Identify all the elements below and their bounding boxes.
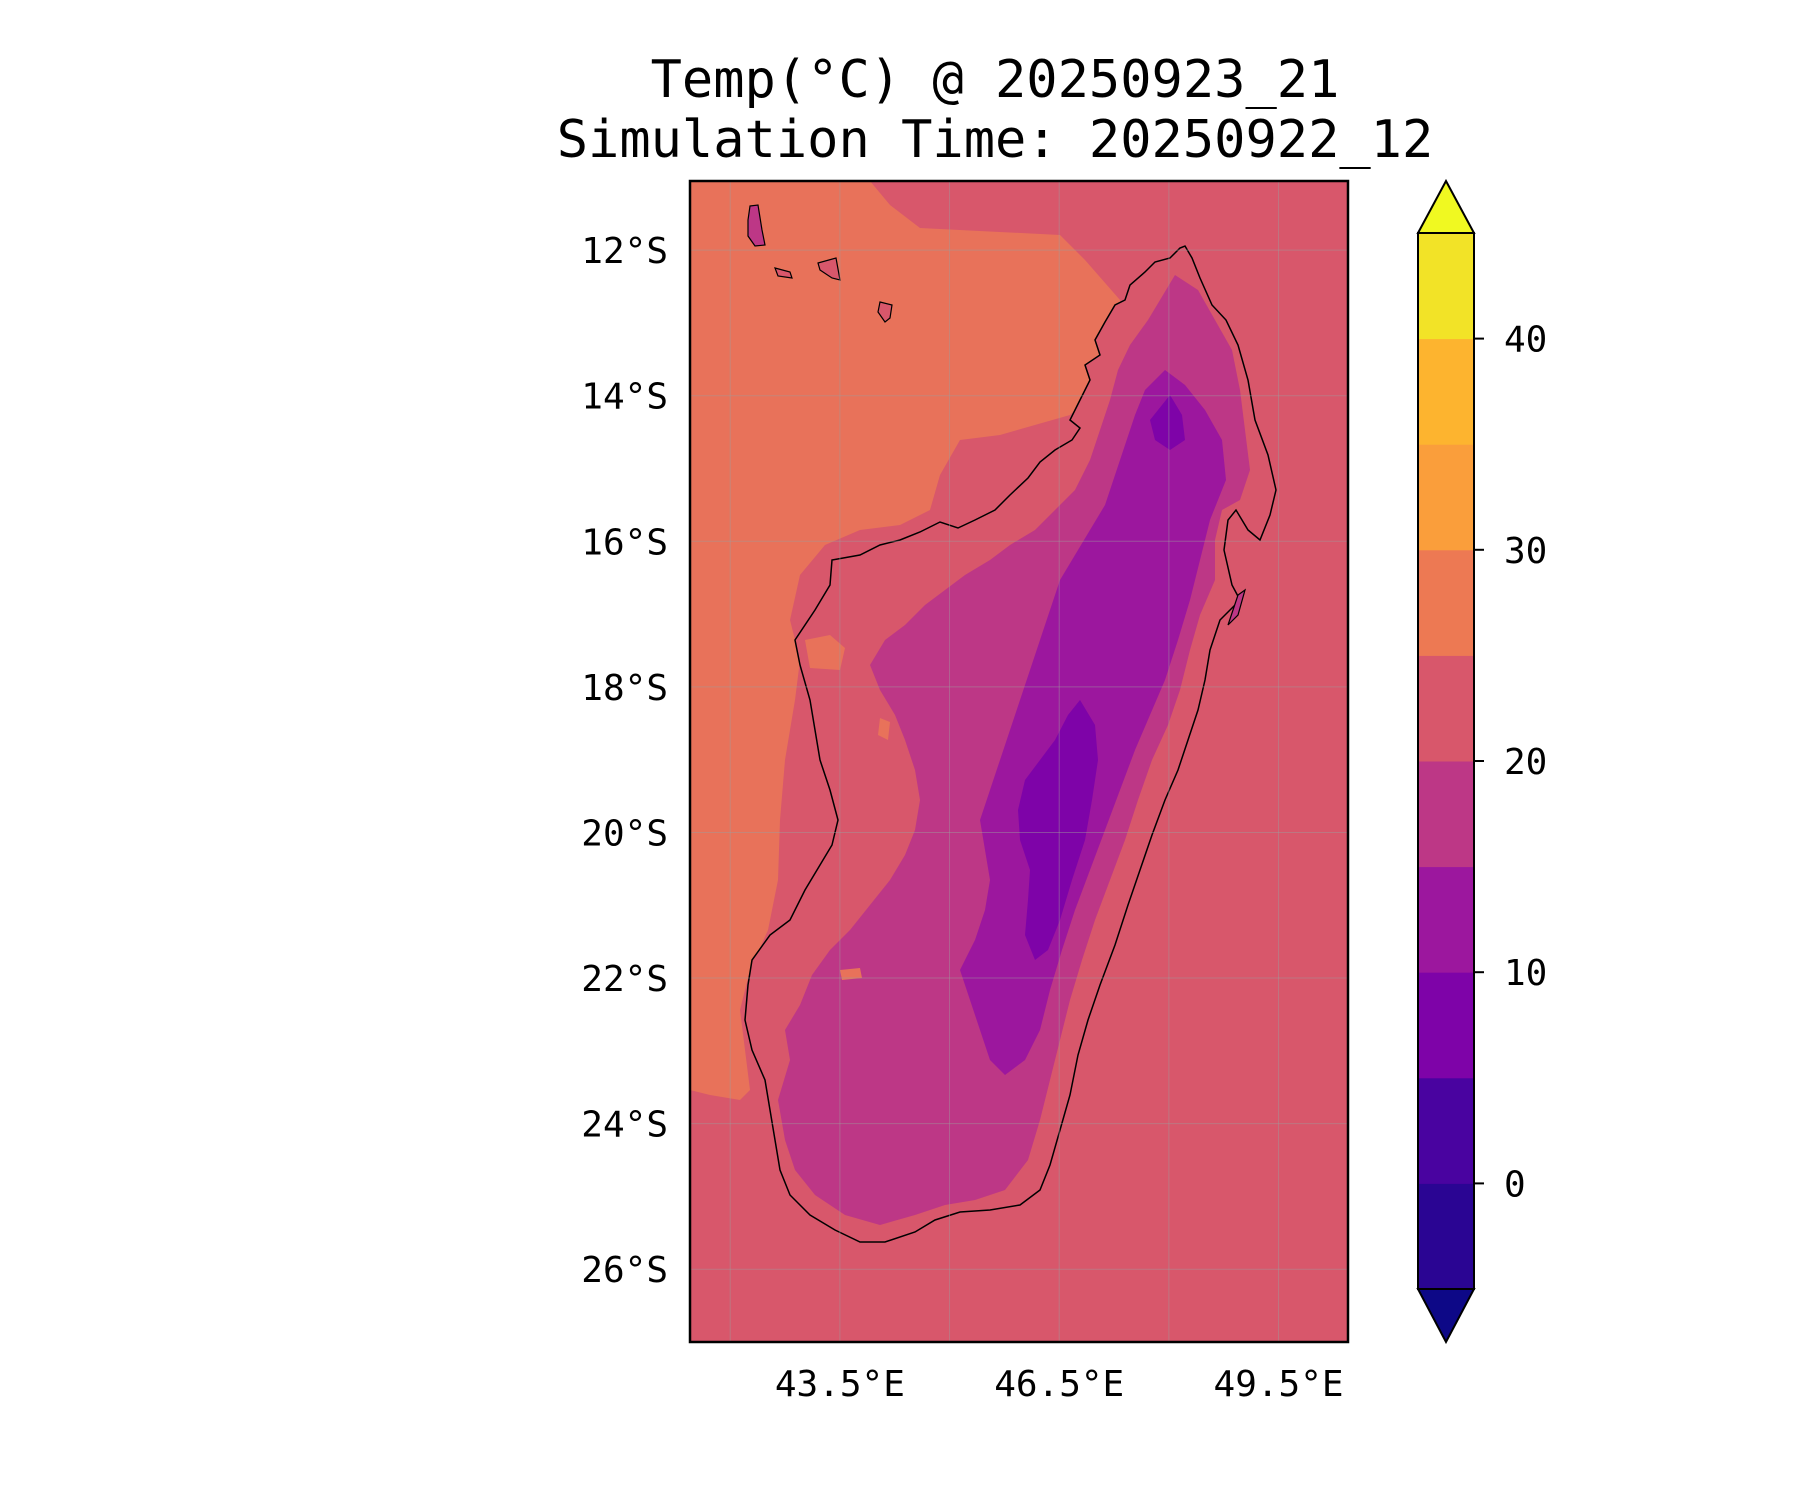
map-frame (688, 179, 1350, 1344)
colorbar-band (1418, 549, 1474, 656)
colorbar-band (1418, 761, 1474, 868)
title-line-2: Simulation Time: 20250922_12 (556, 110, 1434, 170)
colorbar-band (1418, 972, 1474, 1079)
title-line-1: Temp(°C) @ 20250923_21 (650, 50, 1340, 110)
colorbar-band (1418, 1077, 1474, 1184)
longitude-tick-labels: 43.5°E 46.5°E 49.5°E (775, 1364, 1344, 1405)
colorbar-band (1418, 338, 1474, 445)
sainte-marie-island (1227, 588, 1247, 626)
colorbar-tick-label: 10 (1504, 953, 1547, 994)
lat-tick-label: 18°S (581, 668, 668, 709)
colorbar-band (1418, 866, 1474, 973)
colorbar-band (1418, 1183, 1474, 1290)
colorbar-tick-label: 40 (1504, 320, 1547, 361)
comoros-islands (747, 204, 893, 323)
colorbar: 0 10 20 30 40 (1416, 178, 1547, 1345)
colorbar-band (1418, 444, 1474, 551)
ocean-west-warm-zone (690, 181, 1135, 1100)
map-area (690, 181, 1348, 1342)
colorbar-extend-min (1416, 1288, 1476, 1345)
colorbar-band (1418, 233, 1474, 340)
lat-tick-label: 24°S (581, 1105, 668, 1146)
lat-tick-label: 22°S (581, 959, 668, 1000)
lat-tick-label: 12°S (581, 231, 668, 272)
colorbar-band (1418, 655, 1474, 762)
colorbar-tick-label: 30 (1504, 531, 1547, 572)
lon-tick-label: 49.5°E (1214, 1364, 1344, 1405)
colorbar-tick-label: 20 (1504, 742, 1547, 783)
lat-tick-label: 20°S (581, 813, 668, 854)
latitude-tick-labels: 12°S 14°S 16°S 18°S 20°S 22°S 24°S 26°S (581, 231, 668, 1291)
lon-tick-label: 46.5°E (994, 1364, 1124, 1405)
colorbar-extend-max (1416, 178, 1476, 234)
graticule (690, 181, 1348, 1342)
lat-tick-label: 16°S (581, 522, 668, 563)
lon-tick-label: 43.5°E (775, 1364, 905, 1405)
colorbar-tick-label: 0 (1504, 1164, 1526, 1205)
temp-zone-5-10 (1018, 395, 1185, 960)
lat-tick-label: 26°S (581, 1250, 668, 1291)
lat-tick-label: 14°S (581, 377, 668, 418)
